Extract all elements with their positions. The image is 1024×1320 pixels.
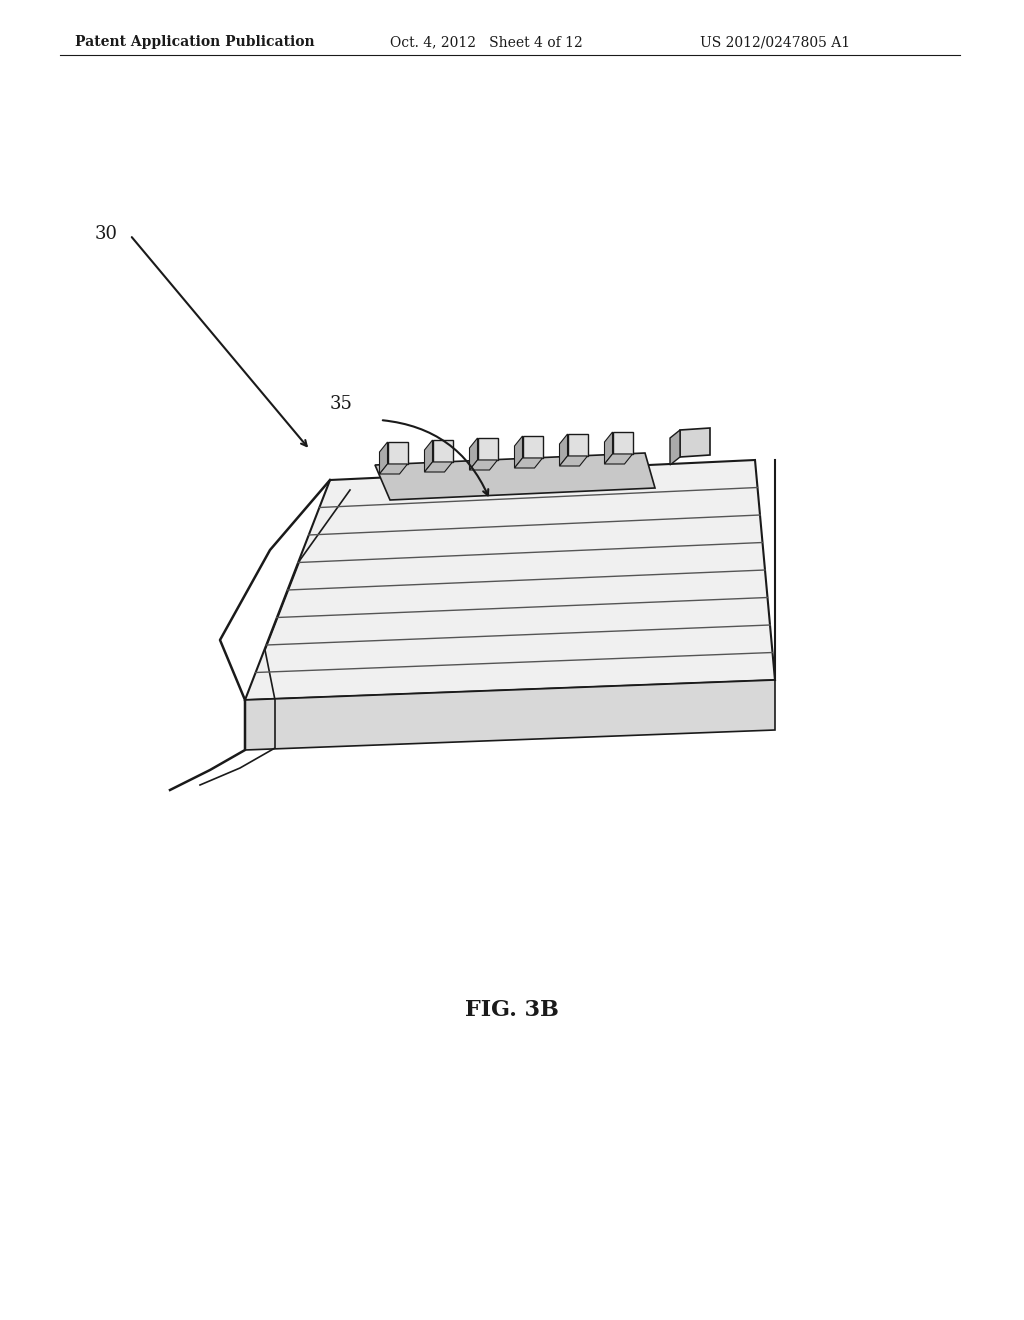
Polygon shape bbox=[612, 432, 633, 454]
Polygon shape bbox=[375, 453, 655, 500]
Polygon shape bbox=[380, 442, 387, 474]
Polygon shape bbox=[522, 436, 543, 458]
Polygon shape bbox=[469, 438, 477, 470]
Polygon shape bbox=[680, 428, 710, 457]
Text: 35: 35 bbox=[330, 395, 353, 413]
Text: Patent Application Publication: Patent Application Publication bbox=[75, 36, 314, 49]
Polygon shape bbox=[559, 434, 567, 466]
Polygon shape bbox=[604, 454, 633, 465]
Polygon shape bbox=[432, 440, 453, 462]
Polygon shape bbox=[245, 459, 775, 700]
Polygon shape bbox=[380, 465, 408, 474]
Polygon shape bbox=[514, 436, 522, 469]
Text: FIG. 3B: FIG. 3B bbox=[465, 999, 559, 1020]
Polygon shape bbox=[469, 459, 498, 470]
Polygon shape bbox=[604, 432, 612, 465]
Text: US 2012/0247805 A1: US 2012/0247805 A1 bbox=[700, 36, 850, 49]
Polygon shape bbox=[670, 430, 680, 465]
Polygon shape bbox=[559, 455, 588, 466]
Polygon shape bbox=[387, 442, 408, 465]
Text: 30: 30 bbox=[95, 224, 118, 243]
Polygon shape bbox=[567, 434, 588, 455]
Text: Oct. 4, 2012   Sheet 4 of 12: Oct. 4, 2012 Sheet 4 of 12 bbox=[390, 36, 583, 49]
Polygon shape bbox=[514, 458, 543, 469]
Polygon shape bbox=[425, 462, 453, 473]
Polygon shape bbox=[245, 680, 775, 750]
Polygon shape bbox=[425, 440, 432, 473]
Polygon shape bbox=[477, 438, 498, 459]
